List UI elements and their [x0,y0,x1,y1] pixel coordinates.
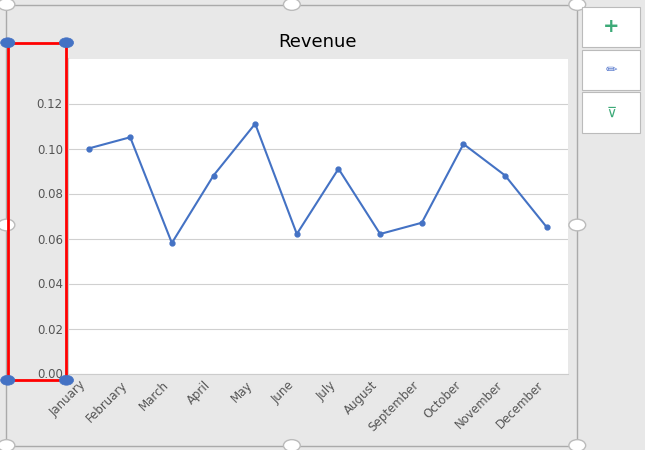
Title: Revenue: Revenue [279,33,357,51]
Text: ⊽: ⊽ [606,105,617,120]
Text: +: + [603,18,620,36]
Text: ✏: ✏ [606,63,617,77]
